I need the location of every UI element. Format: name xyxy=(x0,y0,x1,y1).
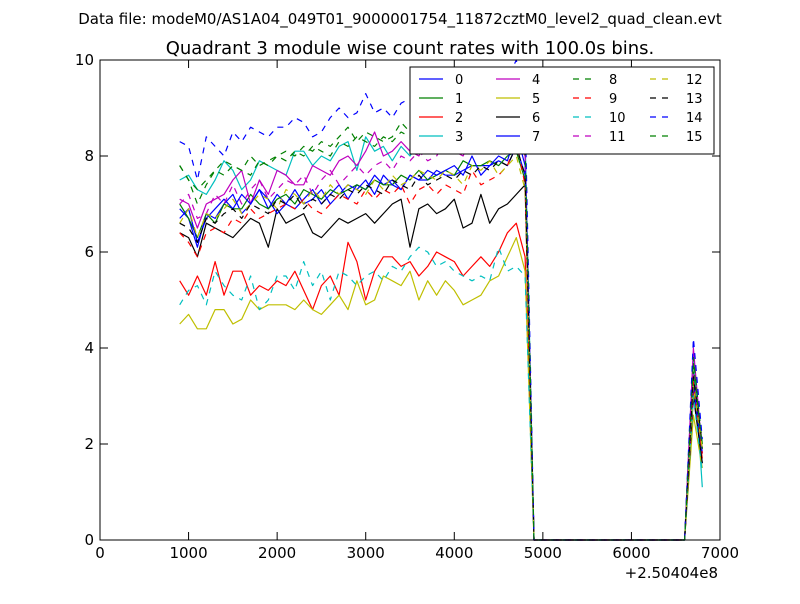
y-tick-label: 10 xyxy=(75,51,94,69)
chart-title: Quadrant 3 module wise count rates with … xyxy=(166,38,655,59)
legend-label: 11 xyxy=(609,130,626,145)
series-line-8 xyxy=(179,112,703,541)
y-tick-label: 4 xyxy=(84,339,94,357)
x-tick-label: 0 xyxy=(95,544,105,562)
legend-label: 13 xyxy=(686,92,703,107)
y-tick-label: 8 xyxy=(84,147,94,165)
series-line-3 xyxy=(179,102,703,541)
series-line-0 xyxy=(179,145,703,541)
legend-label: 2 xyxy=(455,111,463,126)
x-offset-label: +2.50404e8 xyxy=(625,564,718,582)
series-line-15 xyxy=(179,116,703,541)
legend-label: 3 xyxy=(455,130,463,145)
x-tick-label: 1000 xyxy=(169,544,207,562)
series-line-6 xyxy=(179,184,703,541)
x-tick-label: 5000 xyxy=(524,544,562,562)
suptitle: Data file: modeM0/AS1A04_049T01_90000017… xyxy=(78,10,722,29)
series-line-4 xyxy=(179,121,703,541)
legend-label: 14 xyxy=(686,111,703,126)
series-line-2 xyxy=(179,222,703,541)
plot-frame xyxy=(99,59,721,541)
series-line-9 xyxy=(179,141,703,541)
x-tick-label: 7000 xyxy=(701,544,739,562)
series-line-5 xyxy=(179,237,703,541)
y-tick-label: 0 xyxy=(84,531,94,549)
x-tick-label: 4000 xyxy=(435,544,473,562)
x-tick-label: 6000 xyxy=(612,544,650,562)
legend-label: 6 xyxy=(532,111,540,126)
series-line-7 xyxy=(179,131,703,541)
legend-label: 0 xyxy=(455,73,463,88)
legend-label: 9 xyxy=(609,92,617,107)
series-line-1 xyxy=(179,150,703,541)
legend-label: 7 xyxy=(532,130,540,145)
y-tick-label: 6 xyxy=(84,243,94,261)
legend-label: 10 xyxy=(609,111,626,126)
x-tick-label: 3000 xyxy=(347,544,385,562)
series-line-13 xyxy=(179,145,703,541)
series-line-10 xyxy=(179,246,703,541)
legend-label: 4 xyxy=(532,73,540,88)
legend-label: 1 xyxy=(455,92,463,107)
legend-label: 5 xyxy=(532,92,540,107)
series-line-12 xyxy=(179,155,703,541)
legend-label: 8 xyxy=(609,73,617,88)
legend-label: 15 xyxy=(686,130,703,145)
x-tick-label: 2000 xyxy=(258,544,296,562)
legend-box xyxy=(409,66,715,155)
y-tick-label: 2 xyxy=(84,435,94,453)
legend-label: 12 xyxy=(686,73,703,88)
